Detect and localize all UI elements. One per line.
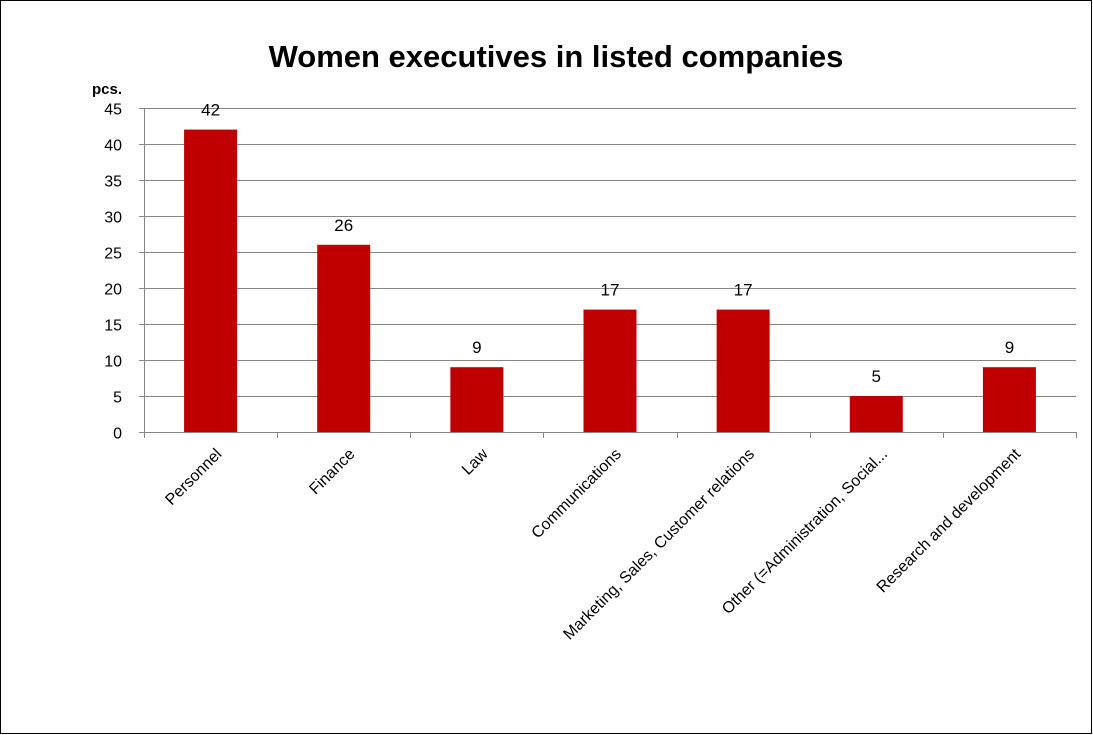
bar bbox=[184, 129, 238, 432]
y-axis-unit-label: pcs. bbox=[92, 81, 122, 98]
bar-data-label: 9 bbox=[1005, 338, 1014, 357]
y-tick-label: 45 bbox=[104, 102, 122, 119]
bar bbox=[716, 309, 770, 432]
bar bbox=[849, 396, 903, 432]
bar bbox=[982, 367, 1036, 432]
bar-data-label: 5 bbox=[872, 367, 881, 386]
chart-title: Women executives in listed companies bbox=[269, 39, 844, 74]
y-tick-label: 35 bbox=[104, 174, 122, 191]
gridlines bbox=[144, 108, 1076, 397]
bar bbox=[450, 367, 504, 432]
y-tick-label: 25 bbox=[104, 246, 122, 263]
y-axis-ticks: 0 5 10 15 20 25 30 35 40 45 bbox=[104, 102, 122, 443]
bar bbox=[583, 309, 637, 432]
data-labels: 42 26 9 17 17 5 9 bbox=[201, 101, 1014, 386]
bar-data-label: 17 bbox=[734, 281, 753, 300]
bar bbox=[317, 244, 371, 432]
y-tick-label: 10 bbox=[104, 354, 122, 371]
bar-data-label: 9 bbox=[472, 338, 481, 357]
y-tick-label: 0 bbox=[113, 426, 122, 443]
y-tick-label: 15 bbox=[104, 318, 122, 335]
bar-data-label: 26 bbox=[334, 216, 353, 235]
axes bbox=[139, 108, 1077, 438]
y-tick-label: 5 bbox=[113, 390, 122, 407]
bar-data-label: 42 bbox=[201, 101, 220, 120]
bar-data-label: 17 bbox=[601, 281, 620, 300]
y-tick-label: 20 bbox=[104, 282, 122, 299]
y-tick-label: 30 bbox=[104, 210, 122, 227]
y-tick-label: 40 bbox=[104, 138, 122, 155]
bars bbox=[184, 129, 1036, 432]
